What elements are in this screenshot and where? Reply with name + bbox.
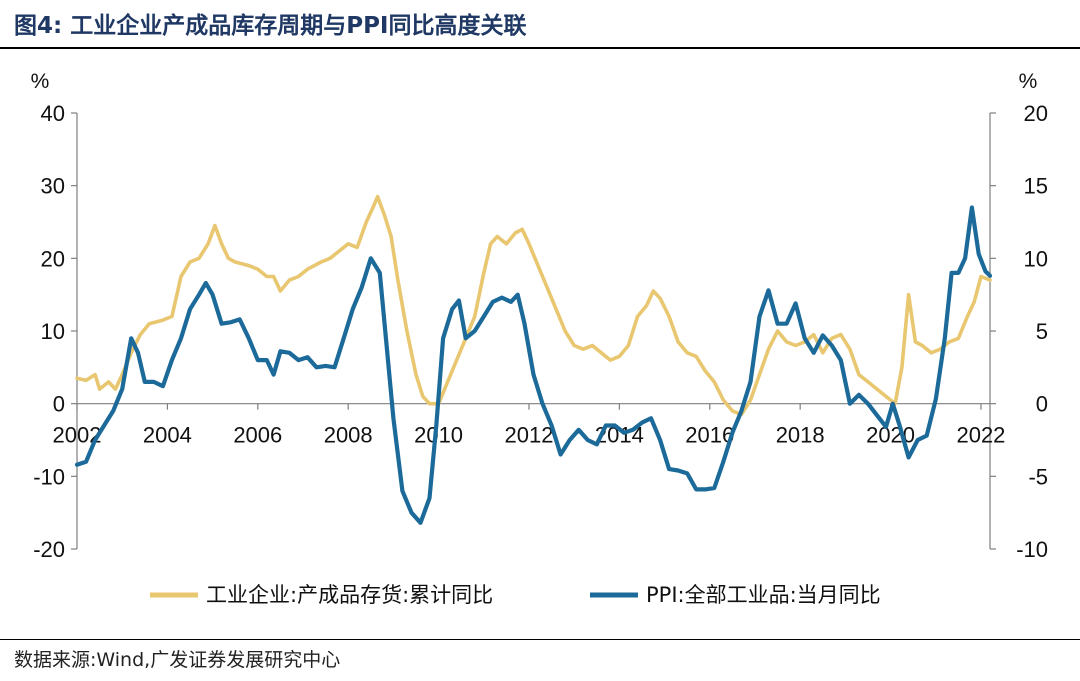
right-tick-label: 5 <box>1036 319 1048 344</box>
right-tick-label: 15 <box>1024 174 1048 199</box>
series-group <box>74 194 993 525</box>
x-tick-label: 2008 <box>324 423 373 448</box>
chart-title: 图4: 工业企业产成品库存周期与PPI同比高度关联 <box>14 13 527 39</box>
series-line-ppi <box>74 205 993 525</box>
top-rule <box>0 47 1080 49</box>
x-tick-label: 2012 <box>505 423 554 448</box>
x-tick-label: 2006 <box>233 423 282 448</box>
series-line-inventory <box>75 194 992 417</box>
legend-label-inventory: 工业企业:产成品存货:累计同比 <box>206 583 493 607</box>
source-note: 数据来源:Wind,广发证券发展研究中心 <box>14 649 341 671</box>
right-tick-label: 0 <box>1036 392 1048 417</box>
x-tick-label: 2022 <box>956 423 1005 448</box>
left-tick-label: -10 <box>33 464 65 489</box>
left-tick-label: 30 <box>41 174 65 199</box>
left-tick-label: 0 <box>53 392 65 417</box>
x-tick-label: 2018 <box>776 423 825 448</box>
right-axis-unit: % <box>1019 70 1038 93</box>
x-tick-label: 2010 <box>414 423 463 448</box>
bottom-rule <box>0 639 1080 640</box>
legend-label-ppi: PPI:全部工业品:当月同比 <box>646 583 881 607</box>
x-tick-label: 2016 <box>685 423 734 448</box>
left-tick-label: 10 <box>41 319 65 344</box>
right-tick-label: 10 <box>1024 246 1048 271</box>
left-axis-unit: % <box>31 70 50 93</box>
left-tick-label: 20 <box>41 246 65 271</box>
legend: 工业企业:产成品存货:累计同比 PPI:全部工业品:当月同比 <box>150 583 881 607</box>
left-tick-label: 40 <box>41 101 65 126</box>
x-tick-label: 2020 <box>866 423 915 448</box>
right-tick-label: -10 <box>1016 537 1048 562</box>
right-tick-label: 20 <box>1024 101 1048 126</box>
x-tick-label: 2004 <box>143 423 192 448</box>
right-tick-label: -5 <box>1028 464 1048 489</box>
left-tick-label: -20 <box>33 537 65 562</box>
